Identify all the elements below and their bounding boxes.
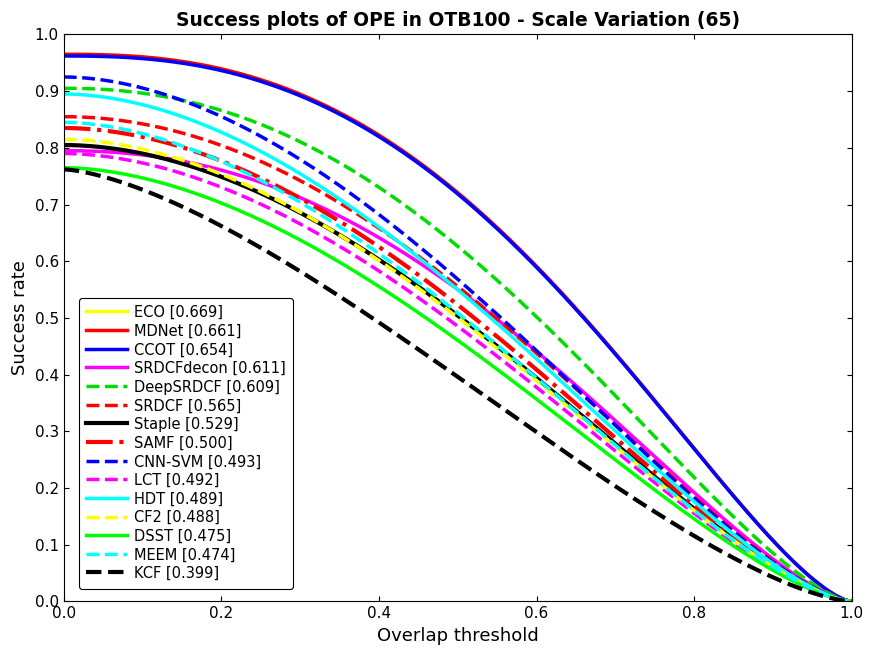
Y-axis label: Success rate: Success rate [11, 260, 29, 375]
X-axis label: Overlap threshold: Overlap threshold [377, 627, 539, 645]
Title: Success plots of OPE in OTB100 - Scale Variation (65): Success plots of OPE in OTB100 - Scale V… [176, 11, 740, 30]
Legend: ECO [0.669], MDNet [0.661], CCOT [0.654], SRDCFdecon [0.611], DeepSRDCF [0.609],: ECO [0.669], MDNet [0.661], CCOT [0.654]… [79, 298, 293, 588]
